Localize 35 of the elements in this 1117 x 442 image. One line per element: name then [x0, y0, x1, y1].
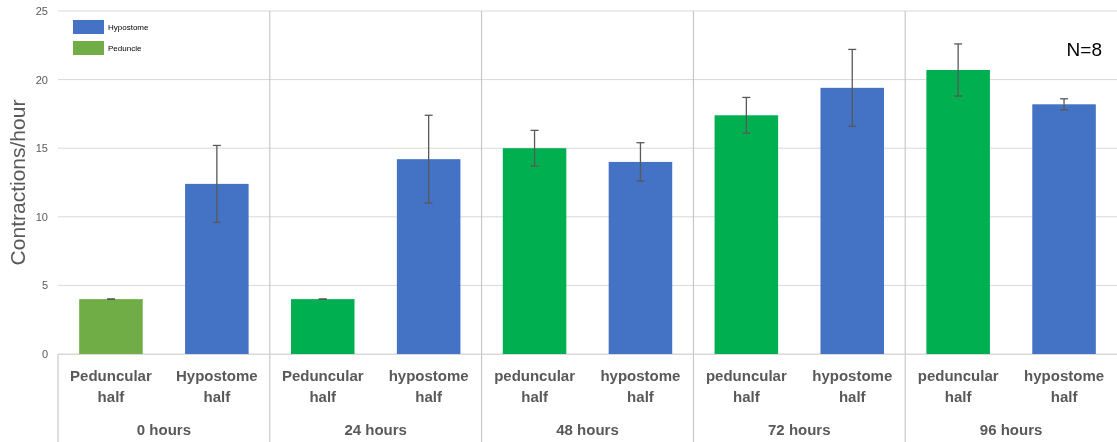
legend-label: Peduncle — [108, 43, 142, 53]
bar — [1032, 104, 1096, 354]
y-tick-label: 15 — [35, 142, 48, 155]
x-tick-label: peduncular half — [494, 367, 576, 405]
x-tick-label: hypostome half — [812, 367, 893, 405]
x-tick-label: Hypostome half — [176, 367, 258, 405]
bar — [714, 115, 779, 354]
bar — [290, 299, 355, 354]
legend-label: Hypostome — [108, 22, 150, 32]
x-tick-label: Peduncular half — [70, 367, 152, 405]
text: 48 hours — [556, 421, 619, 438]
bar — [79, 299, 143, 354]
bar — [396, 159, 461, 354]
bar — [820, 87, 885, 354]
bar — [926, 70, 990, 354]
annotation: N=8 — [1066, 39, 1102, 60]
x-tick-label: hypostome half — [600, 367, 681, 405]
y-tick-label: 25 — [35, 5, 48, 18]
x-tick-label: Peduncular half — [281, 367, 364, 405]
text: 24 hours — [344, 421, 407, 438]
y-tick-label: 0 — [41, 348, 48, 361]
bar — [185, 183, 249, 354]
y-tick-label: 10 — [35, 210, 48, 223]
x-tick-label: hypostome half — [1024, 367, 1105, 405]
text: 0 hours — [136, 421, 191, 438]
bar — [502, 148, 567, 354]
y-tick-label: 20 — [35, 73, 48, 86]
bar — [608, 161, 673, 354]
text: 72 hours — [768, 421, 831, 438]
x-tick-label: peduncular half — [917, 367, 999, 405]
y-axis-title: Contractions/hour — [6, 99, 29, 266]
x-tick-label: hypostome half — [388, 367, 469, 405]
text: 96 hours — [979, 421, 1043, 438]
y-tick-label: 5 — [41, 279, 48, 292]
x-tick-label: peduncular half — [705, 367, 787, 405]
